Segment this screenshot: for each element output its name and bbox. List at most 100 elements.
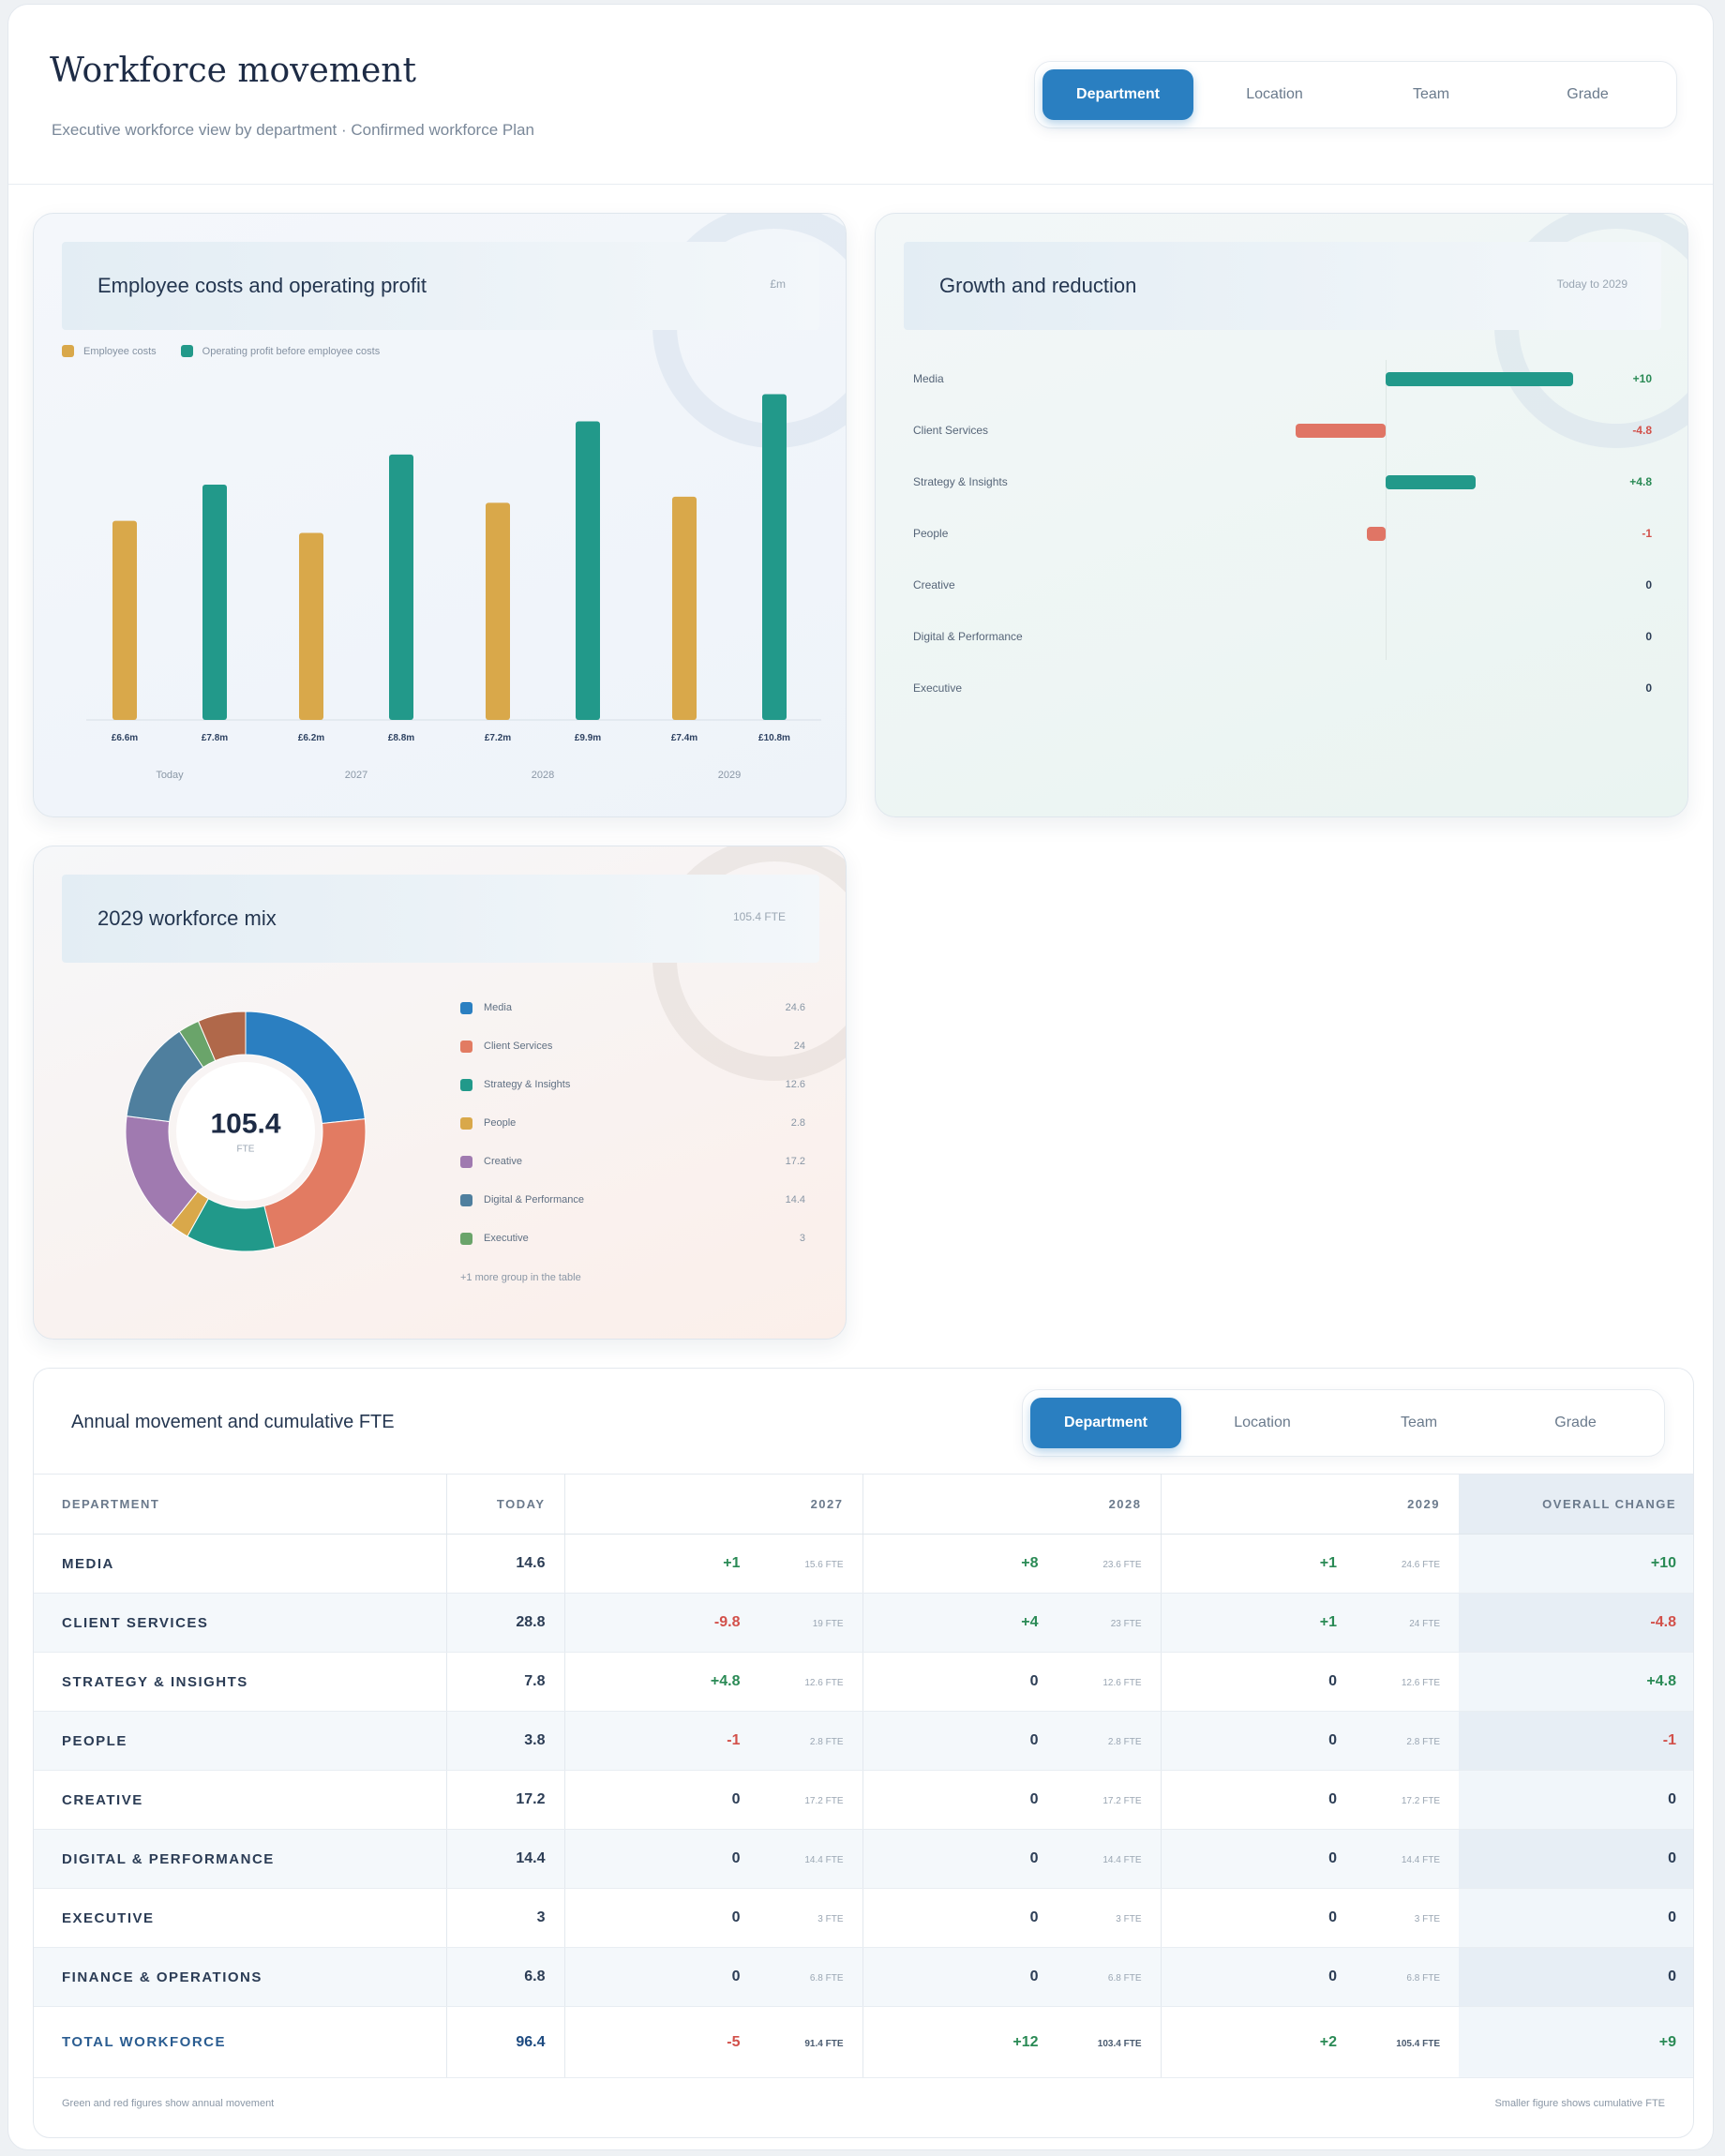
cell-2029: 0 17.2 FTE [1161,1770,1459,1830]
cell-2029: 0 12.6 FTE [1161,1652,1459,1712]
annual-movement: +1 [723,1555,741,1571]
movement-table: DEPARTMENT TODAY 2027 2028 2029 OVERALL … [34,1474,1693,2078]
cumulative-fte: 6.8 FTE [1406,1973,1440,1984]
costs-card-unit: £m [770,277,786,291]
cumulative-fte: 12.6 FTE [1401,1678,1440,1688]
donut-chart [125,1011,367,1252]
today-fte: 14.6 [446,1534,565,1594]
table-tab-team[interactable]: Team [1400,1415,1438,1430]
cell-2027: 0 3 FTE [564,1888,863,1948]
dept-name: FINANCE & OPERATIONS [34,1947,447,2007]
annual-movement: +8 [1021,1555,1039,1571]
bar-value-label: £7.8m [202,733,228,743]
today-fte: 3.8 [446,1711,565,1771]
cumulative-fte: 24.6 FTE [1401,1560,1440,1570]
growth-row: Client Services -4.8 [876,417,1688,445]
overall-change: 0 [1459,1770,1693,1830]
mix-donut: 105.4 FTE [124,1010,368,1253]
table-view-toggle: Department Location Team Grade [1022,1389,1665,1457]
table-row: DIGITAL & PERFORMANCE 14.4 0 14.4 FTE 0 14.4 … [34,1829,1693,1889]
cumulative-fte: 19 FTE [812,1619,844,1629]
tab-grade[interactable]: Grade [1567,86,1609,102]
today-fte: 7.8 [446,1652,565,1712]
mix-label: Digital & Performance [484,1194,584,1205]
donut-center: 105.4 FTE [210,1109,280,1155]
mix-value: 24.6 [785,1002,805,1013]
cell-2027: +4.8 12.6 FTE [564,1652,863,1712]
mix-legend-item: Media 24.6 [460,996,826,1035]
growth-row: Creative 0 [876,572,1688,600]
cell-2028: 0 3 FTE [862,1888,1162,1948]
cumulative-fte: 103.4 FTE [1097,2038,1142,2049]
cumulative-fte: 105.4 FTE [1396,2038,1440,2049]
tab-department[interactable]: Department [1042,69,1193,120]
annual-movement: 0 [731,1850,741,1866]
tab-location[interactable]: Location [1246,86,1303,102]
cell-2029: 0 3 FTE [1161,1888,1459,1948]
legend-swatch [180,345,193,357]
category-label: 2028 [532,770,554,781]
growth-card: Growth and reduction Today to 2029 Media… [875,213,1688,817]
donut-slice [197,1011,247,1062]
mix-card-total: 105.4 FTE [732,910,786,923]
table-row: STRATEGY & INSIGHTS 7.8 +4.8 12.6 FTE 0 12.6 … [34,1652,1693,1712]
bar-value-label: £9.9m [575,733,601,743]
cell-2028: 0 2.8 FTE [862,1711,1162,1771]
cell-2028: 0 6.8 FTE [862,1947,1162,2007]
page-subtitle: Executive workforce view by department ·… [52,121,534,139]
overall-value: +4.8 [1646,1673,1676,1689]
table-tab-location[interactable]: Location [1234,1415,1291,1430]
annual-movement: +4 [1021,1614,1039,1630]
annual-movement: 0 [1029,1909,1039,1925]
today-fte: 28.8 [446,1593,565,1653]
mix-value: 2.8 [790,1117,805,1129]
cumulative-fte: 15.6 FTE [804,1560,844,1570]
donut-total: 105.4 [210,1108,281,1140]
cell-2028: +12 103.4 FTE [862,2006,1162,2078]
growth-value: +10 [1632,372,1652,385]
bar-value-label: £7.2m [485,733,511,743]
growth-row: Digital & Performance 0 [876,623,1688,651]
growth-label: Creative [913,578,955,591]
donut-unit: FTE [236,1144,255,1155]
mix-swatch [460,1156,472,1168]
dept-name: CREATIVE [34,1770,447,1830]
growth-label: Media [913,372,944,385]
growth-value: 0 [1645,681,1652,695]
table-tab-grade[interactable]: Grade [1554,1415,1597,1430]
cumulative-fte: 17.2 FTE [1102,1796,1142,1806]
annual-movement: +1 [1319,1555,1337,1571]
mix-swatch [460,1194,472,1206]
annual-movement: -5 [727,2033,741,2050]
legend-swatch [62,345,74,357]
cumulative-fte: 2.8 FTE [809,1737,844,1747]
table-title: Annual movement and cumulative FTE [71,1412,395,1432]
growth-bar [1386,372,1573,386]
tab-team[interactable]: Team [1412,86,1450,102]
cumulative-fte: 3 FTE [818,1914,844,1924]
growth-value: +4.8 [1629,475,1652,488]
cell-2029: +2 105.4 FTE [1161,2006,1459,2078]
mix-legend-item: Executive 3 [460,1227,826,1265]
donut-hole [176,1062,315,1201]
bar-value-label: £6.2m [298,733,324,743]
mix-swatch [460,1041,472,1053]
cell-2029: 0 14.4 FTE [1161,1829,1459,1889]
mix-swatch [460,1079,472,1091]
annual-movement: -9.8 [713,1614,741,1630]
table-row: FINANCE & OPERATIONS 6.8 0 6.8 FTE 0 6.8 FTE 0… [34,1947,1693,2007]
cell-2027: 0 17.2 FTE [564,1770,863,1830]
annual-movement: 0 [1328,1732,1337,1748]
mix-label: Creative [484,1156,522,1167]
dept-name: TOTAL WORKFORCE [34,2006,447,2078]
dept-name: PEOPLE [34,1711,447,1771]
mix-value: 17.2 [785,1156,805,1167]
cumulative-fte: 2.8 FTE [1406,1737,1440,1747]
category-label: Today [156,770,184,781]
overall-change: 0 [1459,1829,1693,1889]
cumulative-fte: 12.6 FTE [804,1678,844,1688]
reduction-bar [1367,527,1386,541]
workforce-page: Workforce movement Executive workforce v… [8,4,1714,2150]
table-tab-department[interactable]: Department [1030,1398,1181,1448]
mix-swatch [460,1117,472,1130]
